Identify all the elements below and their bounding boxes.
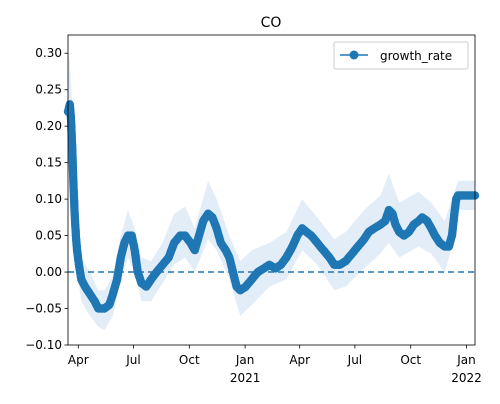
x-tick-year-label: 2021	[230, 371, 261, 385]
plot-frame	[67, 34, 476, 346]
x-tick-label: Jan	[235, 353, 255, 367]
y-tick-label: 0.15	[35, 156, 62, 170]
y-tick-label: 0.20	[35, 119, 62, 133]
legend: growth_rate	[333, 41, 469, 70]
y-tick-label: −0.10	[25, 338, 62, 352]
y-tick-label: 0.05	[35, 229, 62, 243]
x-tick-label: Jul	[125, 353, 140, 367]
x-tick-label: Oct	[179, 353, 200, 367]
y-tick-label: 0.30	[35, 46, 62, 60]
y-tick-label: −0.05	[25, 302, 62, 316]
x-tick-label: Apr	[289, 353, 310, 367]
chart-title: CO	[261, 15, 282, 31]
y-tick-label: 0.25	[35, 83, 62, 97]
x-tick-label: Jan	[456, 353, 476, 367]
series-layer	[63, 100, 480, 313]
x-tick-label: Apr	[68, 353, 89, 367]
x-tick-label: Jul	[347, 353, 362, 367]
legend-box	[333, 41, 469, 70]
legend-label: growth_rate	[380, 49, 452, 63]
legend-marker-swatch	[349, 50, 359, 60]
x-tick-label: Oct	[400, 353, 421, 367]
axes-layer: −0.10 −0.05 0.00 0.05 0.10 0.15 0.20 0.25 0.30 Ap…	[25, 34, 482, 385]
x-tick-year-label: 2022	[451, 371, 482, 385]
y-tick-label: 0.10	[35, 192, 62, 206]
confidence-band-layer	[68, 53, 475, 331]
confidence-band	[68, 53, 475, 331]
y-tick-label: 0.00	[35, 265, 62, 279]
